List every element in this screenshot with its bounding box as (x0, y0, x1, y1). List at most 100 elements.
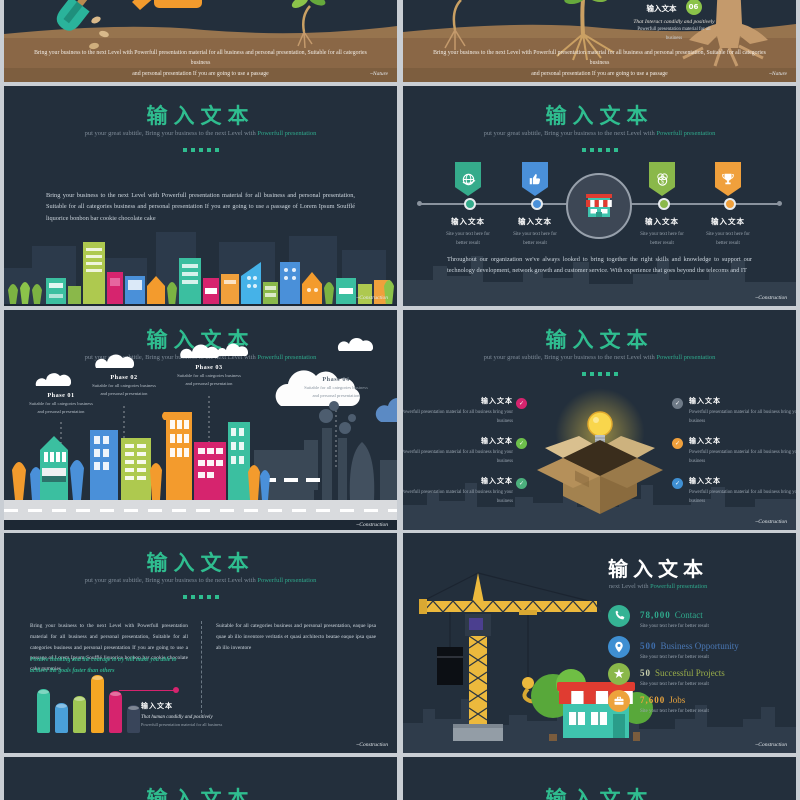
stat-label: Successful Projects (655, 668, 725, 678)
timeline-item: 输入文本 Site your text here for better resul… (640, 217, 684, 246)
stat-label: Business Opportunity (660, 641, 739, 651)
stat-row: 78,000 Contact Site your text here for be… (608, 605, 788, 629)
slide-subtitle: put your great subtitle, Bring your busi… (483, 354, 716, 361)
briefcase-icon (608, 690, 630, 712)
signature: ~Construction (755, 742, 787, 748)
phase-item: Phase 01 Suitable for all categories busi… (29, 392, 93, 414)
slide-caption: Bring your business to the next Level wi… (433, 50, 766, 77)
divider-dots (4, 595, 397, 599)
sapling-illustration (556, 0, 614, 61)
check-icon: ✓ (672, 478, 683, 489)
check-icon: ✓ (516, 478, 527, 489)
label-title: 输入文本 (646, 4, 677, 13)
stat-row: 500 Business Opportunity Site your text h… (608, 636, 788, 660)
background-silhouette (403, 483, 796, 530)
check-icon: ✓ (516, 398, 527, 409)
phase-item: Phase 04 Suitable for all categories busi… (304, 376, 368, 398)
money-icon: $ (649, 162, 675, 196)
slide-timeline[interactable]: 输入文本 put your great subtitle, Bring your… (403, 86, 796, 306)
stat-value: 7,600 (640, 695, 666, 705)
divider-dots (403, 372, 796, 376)
slide-subtitle: put your great subtitle, Bring your busi… (84, 130, 317, 137)
slide-title: 输入文本 (545, 104, 654, 128)
check-icon: ✓ (672, 438, 683, 449)
timeline-item: 输入文本 Site your text here for better resul… (446, 217, 490, 246)
soil-illustration (403, 0, 796, 82)
phase-item: Phase 03 Suitable for all categories busi… (177, 364, 241, 386)
step-number-badge: 06 (685, 0, 702, 16)
tree-trunk-illustration (682, 0, 768, 67)
idea-item: 输入文本 Powerfull presentation material for … (689, 477, 796, 505)
signature: ~Construction (356, 522, 388, 528)
signature: ~Nature (768, 71, 787, 77)
svg-text:$: $ (660, 178, 664, 185)
check-icon: ✓ (516, 438, 527, 449)
timeline-node (531, 198, 543, 210)
annotation-line (119, 690, 175, 691)
background-silhouette (403, 256, 796, 306)
divider-dots (403, 148, 796, 152)
divider-dots (4, 148, 397, 152)
stat-row: 7,600 Jobs Site your text here for better… (608, 690, 788, 714)
timeline-node (464, 198, 476, 210)
stat-row: ★ 50 Successful Projects Site your text h… (608, 663, 788, 687)
shop-trees-illustration (531, 669, 653, 741)
slide-idea-box[interactable]: 输入文本 put your great subtitle, Bring your… (403, 310, 796, 530)
timeline-item: 输入文本 Site your text here for better resul… (706, 217, 750, 246)
timeline-node (658, 198, 670, 210)
body-text: Bring your business to the next Level wi… (46, 192, 355, 222)
chart-bar (109, 691, 122, 733)
thumbs-up-icon (522, 162, 548, 196)
stat-caption: Site your text here for better result (640, 709, 709, 714)
annotation-block: 输入文本 That human candidly and positively … (141, 702, 223, 727)
shovel-illustration (56, 0, 113, 31)
store-icon (566, 173, 632, 239)
stat-label: Jobs (669, 695, 686, 705)
timeline-node (724, 198, 736, 210)
annotation-dot (173, 687, 179, 693)
globe-icon (455, 162, 481, 196)
signature: ~Nature (369, 71, 388, 77)
star-icon: ★ (608, 663, 630, 685)
signature: ~Construction (356, 295, 388, 301)
slide-subtitle: put your great subtitle, Bring your busi… (84, 577, 317, 584)
chart-bar (91, 675, 104, 733)
chart-bar (37, 689, 50, 733)
slide-stats-crane[interactable]: 输入文本 next Level with Powerfull presentat… (403, 533, 796, 753)
slide-bottom-left[interactable]: 输入文本 (4, 757, 397, 800)
slide-nature-tools[interactable]: Bring your business to the next Level wi… (4, 0, 397, 82)
stat-caption: Site your text here for better result (640, 624, 709, 629)
slide-phases-city[interactable]: 输入文本 put your great subtitle, Bring your… (4, 310, 397, 530)
idea-item: 输入文本 Powerfull presentation material for … (403, 397, 513, 425)
idea-item: 输入文本 Powerfull presentation material for … (689, 437, 796, 465)
body-text: Throughout our organization we've always… (447, 256, 752, 275)
column-divider (201, 621, 202, 713)
slide-nature-growth[interactable]: 输入文本 06 That Interact candidly and posit… (403, 0, 796, 82)
idea-item: 输入文本 Powerfull presentation material for … (689, 397, 796, 425)
label-caption: Powerfull presentation material for all … (637, 27, 711, 42)
signature: ~Construction (755, 295, 787, 301)
soil-illustration (4, 0, 397, 82)
blue-cloud-icon (375, 398, 397, 422)
signature: ~Construction (356, 742, 388, 748)
body-text-left: Bring your business to the next Level wi… (30, 623, 188, 673)
stat-value: 78,000 (640, 610, 671, 620)
slide-chart[interactable]: 输入文本 put your great subtitle, Bring your… (4, 533, 397, 753)
seedling-illustration (444, 0, 466, 50)
body-text-right: Suitable for all categories business and… (216, 623, 376, 651)
slide-subtitle: put your great subtitle, Bring your busi… (84, 354, 317, 361)
quote-text: Positive thinking and the courage to try… (30, 657, 177, 674)
slide-title: 输入文本 (146, 551, 255, 575)
slide-title: 输入文本 (146, 787, 255, 800)
phone-icon (608, 605, 630, 627)
road-illustration (4, 500, 397, 520)
slide-title: 输入文本 (146, 104, 255, 128)
slide-caption: Bring your business to the next Level wi… (34, 50, 367, 77)
signature: ~Construction (755, 519, 787, 525)
slide-bottom-right[interactable]: 输入文本 (403, 757, 796, 800)
stat-value: 50 (640, 668, 651, 678)
phase-item: Phase 02 Suitable for all categories busi… (92, 374, 156, 396)
slide-title: 输入文本 (545, 787, 654, 800)
slide-city-skyline[interactable]: 输入文本 put your great subtitle, Bring your… (4, 86, 397, 306)
lightbulb-box-illustration (537, 411, 663, 514)
